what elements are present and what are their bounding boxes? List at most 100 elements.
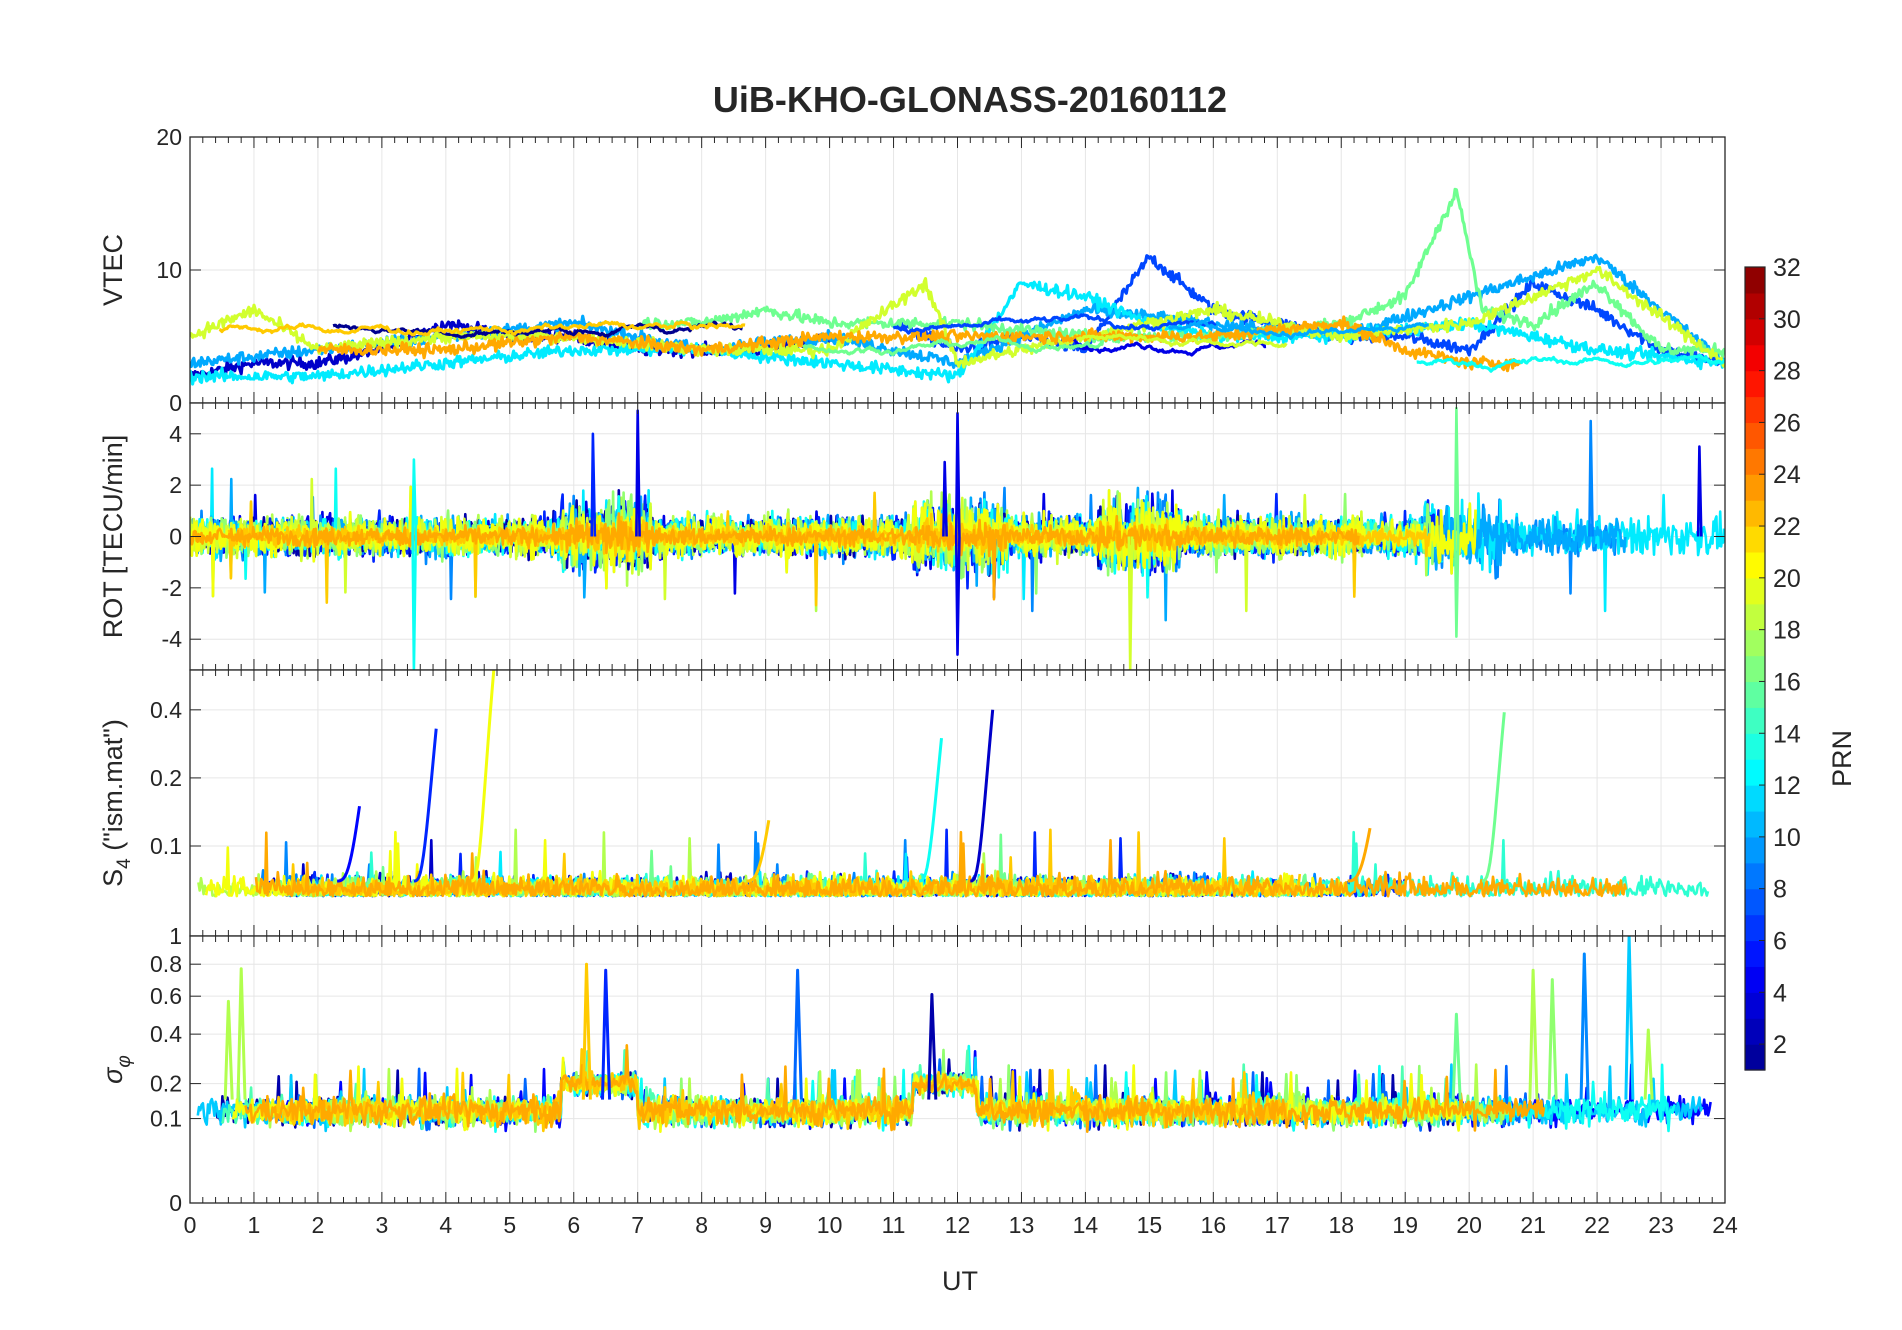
vtec-y-axis-label: VTEC xyxy=(98,234,128,306)
sigma_phi-y-tick-label: 0.2 xyxy=(150,1071,182,1097)
colorbar-swatch xyxy=(1745,1018,1765,1045)
rot-y-tick-label: 0 xyxy=(169,524,182,550)
colorbar-swatch xyxy=(1745,655,1765,683)
x-tick-label: 24 xyxy=(1712,1212,1738,1238)
rot-spike xyxy=(590,432,597,537)
colorbar-tick-label: 8 xyxy=(1773,876,1787,904)
sigma-peak xyxy=(1451,1012,1462,1100)
sigma-peak xyxy=(1547,978,1558,1100)
vtec-y-tick-label: 0 xyxy=(169,390,182,416)
rot-y-tick-label: 4 xyxy=(169,421,182,447)
sigma-peak xyxy=(1643,1028,1654,1100)
s4-peak xyxy=(471,670,496,883)
colorbar-swatch xyxy=(1745,500,1765,527)
sigma-peak xyxy=(792,968,803,1100)
x-tick-label: 12 xyxy=(945,1212,971,1238)
colorbar-swatch xyxy=(1745,318,1765,346)
vtec-trace-prn-22 xyxy=(218,320,746,337)
sigma_phi-y-tick-label: 1 xyxy=(169,923,182,949)
colorbar-tick-label: 4 xyxy=(1773,979,1787,1007)
vtec-trace-prn-13 xyxy=(1416,353,1725,373)
figure-title: UiB-KHO-GLONASS-20160112 xyxy=(713,79,1227,120)
x-tick-label: 20 xyxy=(1456,1212,1482,1238)
rot-spike xyxy=(1696,445,1703,537)
sigma_phi-series-group xyxy=(196,936,1712,1133)
colorbar-swatch xyxy=(1745,577,1765,605)
x-tick-label: 4 xyxy=(439,1212,452,1238)
rot-spike xyxy=(1588,419,1594,537)
sigma-peak xyxy=(1579,952,1590,1100)
sigma-peak xyxy=(236,967,247,1100)
colorbar-tick-label: 18 xyxy=(1773,617,1801,645)
vtec-trace-prn-7 xyxy=(892,313,1217,335)
s4-series-group xyxy=(197,670,1710,898)
sigma_phi-y-axis-label: σφ xyxy=(98,1055,135,1084)
s4-trace-prn-23 xyxy=(254,830,1628,898)
rot-series-group xyxy=(190,406,1725,670)
s4-peak xyxy=(746,819,771,883)
vtec-trace-prn-19 xyxy=(190,265,1725,369)
colorbar-swatch xyxy=(1745,759,1765,786)
colorbar-swatch xyxy=(1745,474,1765,501)
colorbar-tick-label: 10 xyxy=(1773,824,1801,852)
colorbar-swatch xyxy=(1745,629,1765,657)
x-tick-label: 11 xyxy=(882,1212,906,1238)
x-tick-label: 0 xyxy=(184,1212,197,1238)
colorbar-swatch xyxy=(1745,862,1765,890)
x-tick-label: 1 xyxy=(248,1212,261,1238)
x-tick-label: 5 xyxy=(503,1212,516,1238)
colorbar-swatch xyxy=(1745,940,1765,967)
x-tick-label: 2 xyxy=(312,1212,325,1238)
colorbar-swatch xyxy=(1745,992,1765,1019)
colorbar-tick-label: 26 xyxy=(1773,409,1801,437)
sigma-peak xyxy=(223,999,234,1100)
s4-peak xyxy=(413,728,438,883)
x-tick-label: 18 xyxy=(1328,1212,1354,1238)
s4-y-tick-label: 0.2 xyxy=(150,765,182,791)
colorbar-label: PRN xyxy=(1827,730,1857,787)
rot-spike xyxy=(411,536,418,670)
x-tick-label: 10 xyxy=(817,1212,843,1238)
s4-y-tick-label: 0.4 xyxy=(150,697,182,723)
colorbar-tick-label: 6 xyxy=(1773,927,1787,955)
s4-peak xyxy=(919,737,943,883)
x-tick-label: 14 xyxy=(1073,1212,1099,1238)
sigma-peak xyxy=(927,993,938,1100)
x-tick-label: 13 xyxy=(1009,1212,1035,1238)
x-axis-label: UT xyxy=(942,1266,978,1296)
colorbar-tick-label: 20 xyxy=(1773,565,1801,593)
vtec-trace-prn-1 xyxy=(332,320,743,339)
vtec-trace-prn-16 xyxy=(802,334,1103,357)
panel-s4: 0.1 0.2 0.4 S4 ("ism.mat") xyxy=(98,669,1726,937)
sigma_phi-y-tick-label: 0.1 xyxy=(150,1106,182,1132)
colorbar-tick-label: 2 xyxy=(1773,1031,1787,1059)
panel-rot: -4 -2 0 2 4 ROT [TECU/min] xyxy=(98,402,1726,671)
panel-sigma_phi: 0 0.1 0.2 0.4 0.6 0.81 σφ xyxy=(98,923,1726,1216)
sigma_phi-y-tick-label: 0.8 xyxy=(150,951,182,977)
x-tick-label: 21 xyxy=(1520,1212,1546,1238)
rot-spike xyxy=(411,458,418,537)
s4-y-axis-label: S4 ("ism.mat") xyxy=(98,719,135,887)
rot-y-axis-label: ROT [TECU/min] xyxy=(98,435,128,639)
rot-spike xyxy=(1453,536,1460,638)
sigma-trace-prn-23 xyxy=(244,1044,1546,1133)
rot-y-tick-label: -4 xyxy=(162,626,183,652)
x-tick-label: 23 xyxy=(1648,1212,1674,1238)
sigma_phi-y-tick-label: 0.6 xyxy=(150,983,182,1009)
vtec-y-tick-label: 10 xyxy=(156,257,182,283)
colorbar-tick-label: 16 xyxy=(1773,668,1801,696)
s4-peak xyxy=(970,709,995,883)
colorbar-swatch xyxy=(1745,396,1765,424)
colorbar-tick-label: 32 xyxy=(1773,254,1801,282)
colorbar-swatch xyxy=(1745,785,1765,812)
s4-y-tick-label: 0.1 xyxy=(150,833,182,859)
colorbar-tick-label: 24 xyxy=(1773,461,1801,489)
rot-spike xyxy=(1127,536,1134,670)
colorbar-tick-label: 28 xyxy=(1773,358,1801,386)
x-tick-label: 6 xyxy=(567,1212,580,1238)
rot-y-tick-label: -2 xyxy=(162,575,182,601)
vtec-trace-prn-23 xyxy=(317,315,1522,373)
colorbar-swatch xyxy=(1745,267,1765,294)
